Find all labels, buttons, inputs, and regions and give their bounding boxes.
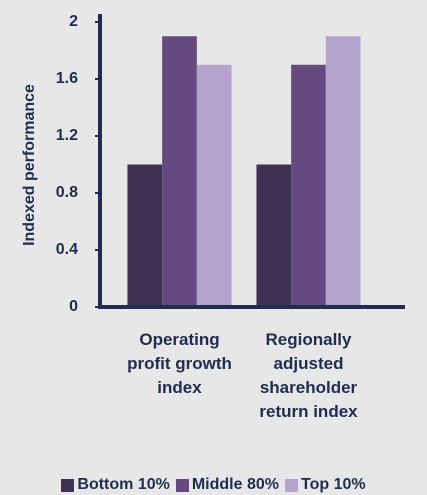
legend-label: Middle 80% [191,476,279,493]
y-tick-label: 0.4 [56,241,78,258]
legend-swatch [284,478,298,492]
y-tick-label: 2 [69,13,78,30]
y-tick-label: 1.6 [56,70,78,87]
legend-label: Top 10% [300,476,366,493]
bar [127,164,163,307]
bar [325,36,361,307]
legend-item: Top 10% [284,476,366,494]
bar [291,64,326,307]
y-axis-label: Indexed performance [21,84,38,246]
y-tick-label: 0 [69,298,78,315]
x-tick-label: Regionally adjusted shareholder return i… [259,330,358,421]
legend-item: Middle 80% [175,476,279,494]
bar [162,36,197,307]
legend-swatch [175,478,189,492]
bar [196,64,232,307]
legend-label: Bottom 10% [77,476,170,493]
y-tick-label: 0.8 [56,184,78,201]
legend-swatch [61,478,75,492]
legend-item: Bottom 10% [61,476,170,494]
x-tick-label: Operating profit growth index [127,330,232,397]
legend: Bottom 10% Middle 80% Top 10% [0,476,427,494]
y-tick-label: 1.2 [56,127,78,144]
bar [256,164,292,307]
